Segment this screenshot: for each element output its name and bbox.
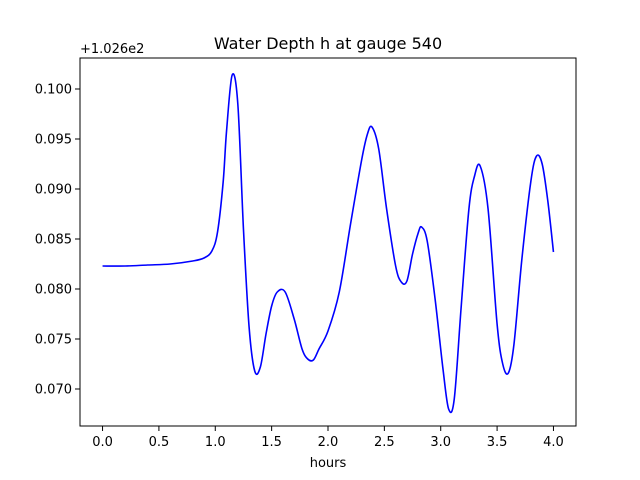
y-tick-label: 0.095 [35, 133, 72, 148]
x-tick-label: 3.5 [487, 435, 508, 450]
y-tick-label: 0.100 [35, 83, 72, 98]
y-tick-label: 0.085 [35, 233, 72, 248]
y-tick-label: 0.075 [35, 333, 72, 348]
x-tick-label: 3.0 [430, 435, 451, 450]
x-tick-label: 1.0 [205, 435, 226, 450]
chart-title: Water Depth h at gauge 540 [214, 34, 442, 53]
x-tick-label: 2.0 [318, 435, 339, 450]
x-tick-label: 0.5 [149, 435, 170, 450]
y-tick-label: 0.090 [35, 183, 72, 198]
series-line [102, 73, 555, 414]
x-tick-label: 0.0 [92, 435, 113, 450]
y-tick-label: 0.080 [35, 283, 72, 298]
plot-area: 0.0 0.5 1.0 1.5 2.0 2.5 3.0 3.5 4.0 0.070 0.075 0.0… [35, 73, 564, 450]
x-tick-label: 1.5 [261, 435, 282, 450]
x-tick-label: 4.0 [543, 435, 564, 450]
axes-frame [79, 57, 577, 427]
y-tick-label: 0.070 [35, 383, 72, 398]
x-axis-label: hours [310, 456, 347, 471]
x-tick-label: 2.5 [374, 435, 395, 450]
y-offset-text: +1.026e2 [80, 42, 144, 57]
